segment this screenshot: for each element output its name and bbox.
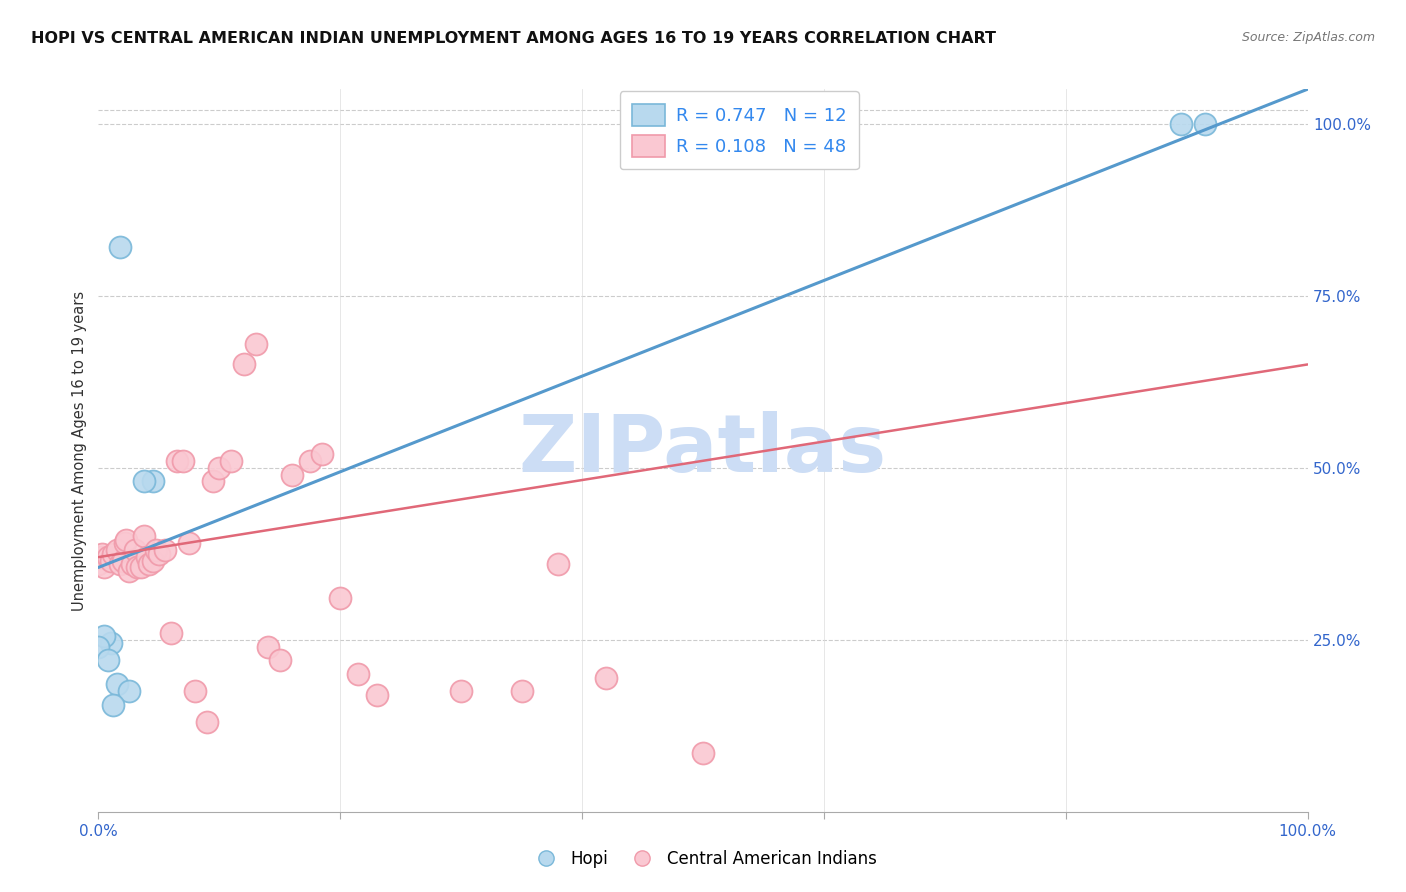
Point (97, 653, 120, 667)
Point (184, 684, 207, 698)
Point (127, 560, 149, 574)
Point (87, 640, 110, 654)
Point (148, 547, 170, 561)
Y-axis label: Unemployment Among Ages 16 to 19 years: Unemployment Among Ages 16 to 19 years (72, 291, 87, 610)
Legend: Hopi, Central American Indians: Hopi, Central American Indians (523, 844, 883, 875)
Point (105, 543, 128, 558)
Point (115, 533, 138, 547)
Point (245, 336, 267, 351)
Point (172, 454, 194, 468)
Point (118, 684, 141, 698)
Point (510, 684, 533, 698)
Point (595, 671, 617, 685)
Point (129, 560, 152, 574)
Point (153, 543, 176, 558)
Point (118, 564, 141, 578)
Point (160, 625, 183, 640)
Point (347, 667, 370, 681)
Point (101, 547, 124, 561)
Point (101, 698, 124, 712)
Point (547, 557, 569, 571)
Point (202, 475, 225, 489)
Point (692, 746, 714, 760)
Point (108, 240, 131, 254)
Point (90, 550, 112, 565)
Point (256, 640, 278, 654)
Point (299, 454, 322, 468)
Point (105, 677, 128, 691)
Point (142, 475, 165, 489)
Point (134, 529, 156, 543)
Point (97, 550, 120, 565)
Text: ZIPatlas: ZIPatlas (519, 411, 887, 490)
Point (135, 550, 157, 565)
Point (366, 688, 388, 702)
Point (1170, 117, 1192, 131)
Point (166, 454, 188, 468)
Point (108, 557, 131, 571)
Point (87, 557, 110, 571)
Point (91, 547, 114, 561)
Point (145, 543, 167, 558)
Point (111, 553, 134, 567)
Point (221, 454, 243, 468)
Point (114, 536, 136, 550)
Point (100, 636, 122, 650)
Point (138, 557, 160, 571)
Point (121, 557, 143, 571)
Point (93, 629, 115, 643)
Point (1194, 117, 1216, 131)
Text: Source: ZipAtlas.com: Source: ZipAtlas.com (1241, 31, 1375, 45)
Point (450, 684, 472, 698)
Point (93, 560, 115, 574)
Text: HOPI VS CENTRAL AMERICAN INDIAN UNEMPLOYMENT AMONG AGES 16 TO 19 YEARS CORRELATI: HOPI VS CENTRAL AMERICAN INDIAN UNEMPLOY… (31, 31, 995, 46)
Point (195, 715, 218, 730)
Point (269, 653, 291, 667)
Point (179, 536, 201, 550)
Point (142, 553, 165, 567)
Point (311, 447, 333, 461)
Point (329, 591, 352, 606)
Point (232, 358, 254, 372)
Point (134, 475, 156, 489)
Legend: R = 0.747   N = 12, R = 0.108   N = 48: R = 0.747 N = 12, R = 0.108 N = 48 (620, 91, 859, 169)
Point (208, 460, 231, 475)
Point (100, 553, 122, 567)
Point (124, 543, 146, 558)
Point (281, 467, 304, 482)
